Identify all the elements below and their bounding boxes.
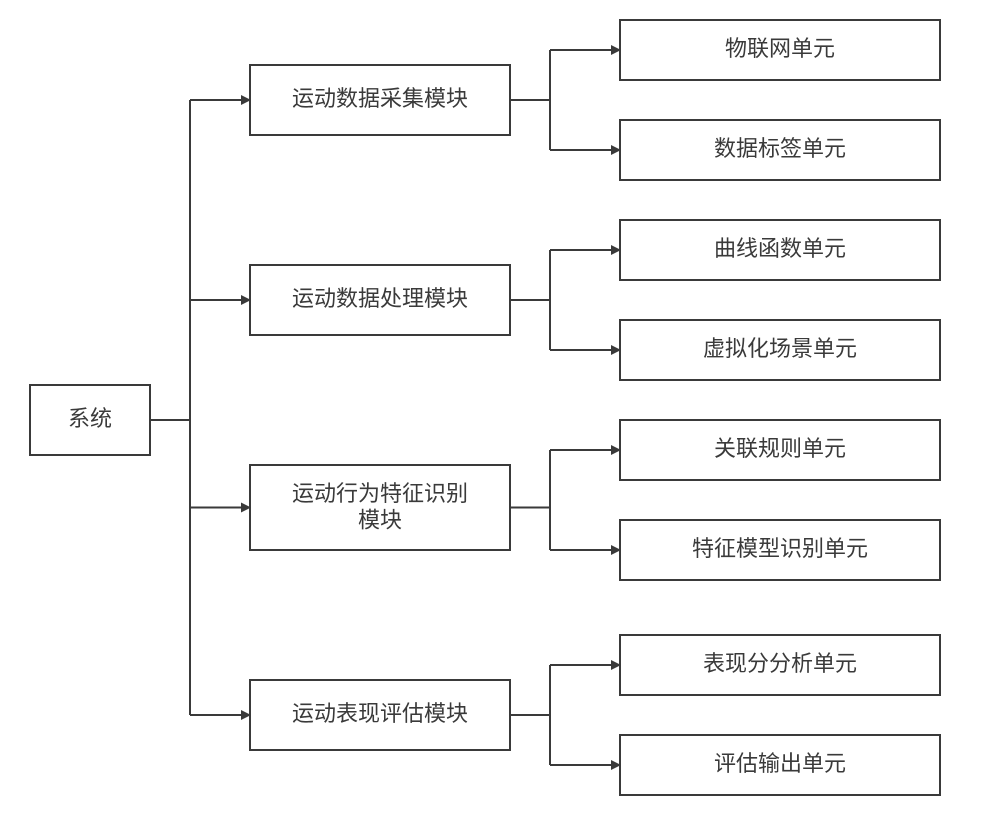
leaf-node-6-label: 表现分分析单元 (703, 651, 857, 676)
leaf-node-3-label: 虚拟化场景单元 (703, 336, 857, 361)
mid-node-2-label-line1: 运动行为特征识别 (292, 481, 468, 506)
leaf-node-7-label: 评估输出单元 (714, 751, 846, 776)
leaf-node-4-label: 关联规则单元 (714, 436, 846, 461)
mid-node-2-label-line2: 模块 (358, 508, 402, 533)
leaf-node-0-label: 物联网单元 (725, 36, 835, 61)
mid-node-0-label: 运动数据采集模块 (292, 86, 468, 111)
root-node-label: 系统 (68, 406, 112, 431)
leaf-node-2-label: 曲线函数单元 (714, 236, 846, 261)
leaf-node-1-label: 数据标签单元 (714, 136, 846, 161)
leaf-node-5-label: 特征模型识别单元 (692, 536, 868, 561)
hierarchy-diagram: 系统 运动数据采集模块运动数据处理模块运动行为特征识别模块运动表现评估模块 物联网单… (0, 0, 1000, 839)
mid-node-3-label: 运动表现评估模块 (292, 701, 468, 726)
mid-node-1-label: 运动数据处理模块 (292, 286, 468, 311)
